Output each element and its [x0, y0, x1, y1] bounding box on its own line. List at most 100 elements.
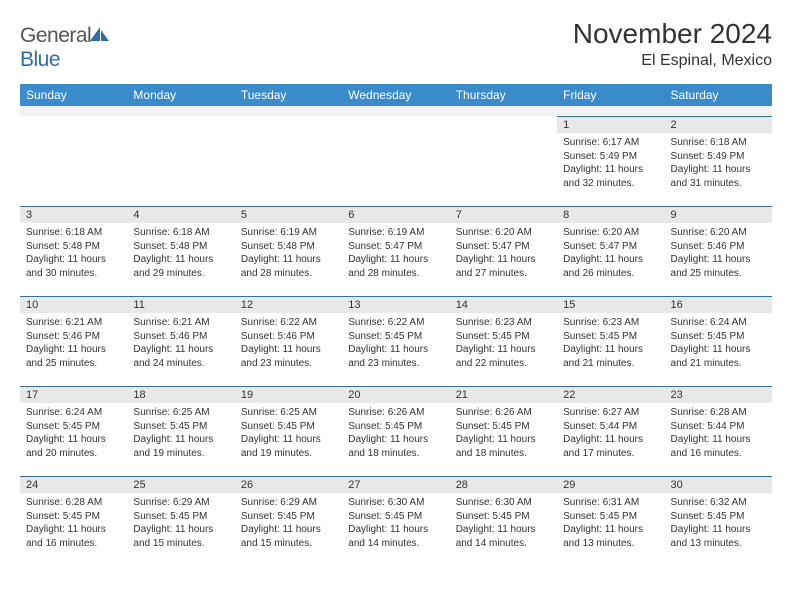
day-data: Sunrise: 6:18 AMSunset: 5:48 PMDaylight:…: [20, 223, 127, 284]
daylight-text: Daylight: 11 hours and 18 minutes.: [348, 433, 443, 460]
daylight-text: Daylight: 11 hours and 30 minutes.: [26, 253, 121, 280]
calendar-cell: 21Sunrise: 6:26 AMSunset: 5:45 PMDayligh…: [450, 386, 557, 476]
daylight-text: Daylight: 11 hours and 18 minutes.: [456, 433, 551, 460]
sunrise-text: Sunrise: 6:26 AM: [348, 406, 443, 420]
logo-word2: Blue: [20, 48, 60, 71]
day-number: 8: [557, 206, 664, 223]
daylight-text: Daylight: 11 hours and 23 minutes.: [241, 343, 336, 370]
day-data: Sunrise: 6:18 AMSunset: 5:49 PMDaylight:…: [665, 133, 772, 194]
sunrise-text: Sunrise: 6:32 AM: [671, 496, 766, 510]
daylight-text: Daylight: 11 hours and 13 minutes.: [563, 523, 658, 550]
calendar-cell: 18Sunrise: 6:25 AMSunset: 5:45 PMDayligh…: [127, 386, 234, 476]
sunrise-text: Sunrise: 6:31 AM: [563, 496, 658, 510]
calendar-week-row: 1Sunrise: 6:17 AMSunset: 5:49 PMDaylight…: [20, 116, 772, 206]
day-data: Sunrise: 6:28 AMSunset: 5:44 PMDaylight:…: [665, 403, 772, 464]
calendar-cell: 6Sunrise: 6:19 AMSunset: 5:47 PMDaylight…: [342, 206, 449, 296]
daylight-text: Daylight: 11 hours and 25 minutes.: [26, 343, 121, 370]
day-data: Sunrise: 6:20 AMSunset: 5:46 PMDaylight:…: [665, 223, 772, 284]
daylight-text: Daylight: 11 hours and 14 minutes.: [348, 523, 443, 550]
sunrise-text: Sunrise: 6:27 AM: [563, 406, 658, 420]
sunset-text: Sunset: 5:46 PM: [671, 240, 766, 254]
calendar-cell: 28Sunrise: 6:30 AMSunset: 5:45 PMDayligh…: [450, 476, 557, 566]
day-data: Sunrise: 6:22 AMSunset: 5:45 PMDaylight:…: [342, 313, 449, 374]
day-number: 3: [20, 206, 127, 223]
calendar-cell: 11Sunrise: 6:21 AMSunset: 5:46 PMDayligh…: [127, 296, 234, 386]
sunset-text: Sunset: 5:48 PM: [241, 240, 336, 254]
sunset-text: Sunset: 5:44 PM: [563, 420, 658, 434]
calendar-cell: [20, 116, 127, 206]
sunrise-text: Sunrise: 6:23 AM: [456, 316, 551, 330]
day-data: Sunrise: 6:20 AMSunset: 5:47 PMDaylight:…: [450, 223, 557, 284]
sunset-text: Sunset: 5:45 PM: [26, 420, 121, 434]
daylight-text: Daylight: 11 hours and 26 minutes.: [563, 253, 658, 280]
sunrise-text: Sunrise: 6:19 AM: [241, 226, 336, 240]
day-data: Sunrise: 6:25 AMSunset: 5:45 PMDaylight:…: [127, 403, 234, 464]
day-data: Sunrise: 6:30 AMSunset: 5:45 PMDaylight:…: [450, 493, 557, 554]
calendar-cell: 26Sunrise: 6:29 AMSunset: 5:45 PMDayligh…: [235, 476, 342, 566]
sunset-text: Sunset: 5:49 PM: [671, 150, 766, 164]
calendar-cell: [127, 116, 234, 206]
sunset-text: Sunset: 5:45 PM: [456, 510, 551, 524]
page-title: November 2024: [573, 18, 772, 50]
day-number: 6: [342, 206, 449, 223]
calendar-cell: 3Sunrise: 6:18 AMSunset: 5:48 PMDaylight…: [20, 206, 127, 296]
day-data: Sunrise: 6:23 AMSunset: 5:45 PMDaylight:…: [557, 313, 664, 374]
sunrise-text: Sunrise: 6:22 AM: [241, 316, 336, 330]
sunset-text: Sunset: 5:45 PM: [671, 330, 766, 344]
sunset-text: Sunset: 5:45 PM: [26, 510, 121, 524]
daylight-text: Daylight: 11 hours and 28 minutes.: [348, 253, 443, 280]
day-number: 20: [342, 386, 449, 403]
daylight-text: Daylight: 11 hours and 16 minutes.: [26, 523, 121, 550]
sunset-text: Sunset: 5:45 PM: [456, 420, 551, 434]
day-data: Sunrise: 6:19 AMSunset: 5:47 PMDaylight:…: [342, 223, 449, 284]
sunset-text: Sunset: 5:45 PM: [133, 510, 228, 524]
sunrise-text: Sunrise: 6:25 AM: [133, 406, 228, 420]
day-number: 21: [450, 386, 557, 403]
sunrise-text: Sunrise: 6:17 AM: [563, 136, 658, 150]
daylight-text: Daylight: 11 hours and 20 minutes.: [26, 433, 121, 460]
calendar-cell: 2Sunrise: 6:18 AMSunset: 5:49 PMDaylight…: [665, 116, 772, 206]
day-data: Sunrise: 6:22 AMSunset: 5:46 PMDaylight:…: [235, 313, 342, 374]
calendar-cell: 25Sunrise: 6:29 AMSunset: 5:45 PMDayligh…: [127, 476, 234, 566]
calendar-cell: 16Sunrise: 6:24 AMSunset: 5:45 PMDayligh…: [665, 296, 772, 386]
day-data: Sunrise: 6:26 AMSunset: 5:45 PMDaylight:…: [450, 403, 557, 464]
sunrise-text: Sunrise: 6:19 AM: [348, 226, 443, 240]
calendar-cell: [342, 116, 449, 206]
day-data: Sunrise: 6:20 AMSunset: 5:47 PMDaylight:…: [557, 223, 664, 284]
sunrise-text: Sunrise: 6:18 AM: [671, 136, 766, 150]
calendar-cell: 19Sunrise: 6:25 AMSunset: 5:45 PMDayligh…: [235, 386, 342, 476]
day-data: Sunrise: 6:29 AMSunset: 5:45 PMDaylight:…: [127, 493, 234, 554]
sunset-text: Sunset: 5:47 PM: [456, 240, 551, 254]
day-number: 27: [342, 476, 449, 493]
day-number: 19: [235, 386, 342, 403]
calendar-cell: 4Sunrise: 6:18 AMSunset: 5:48 PMDaylight…: [127, 206, 234, 296]
calendar-cell: 30Sunrise: 6:32 AMSunset: 5:45 PMDayligh…: [665, 476, 772, 566]
daylight-text: Daylight: 11 hours and 21 minutes.: [563, 343, 658, 370]
day-number: 12: [235, 296, 342, 313]
sunset-text: Sunset: 5:45 PM: [348, 420, 443, 434]
sunset-text: Sunset: 5:44 PM: [671, 420, 766, 434]
calendar-cell: 12Sunrise: 6:22 AMSunset: 5:46 PMDayligh…: [235, 296, 342, 386]
calendar-week-row: 17Sunrise: 6:24 AMSunset: 5:45 PMDayligh…: [20, 386, 772, 476]
day-data: Sunrise: 6:25 AMSunset: 5:45 PMDaylight:…: [235, 403, 342, 464]
sunrise-text: Sunrise: 6:25 AM: [241, 406, 336, 420]
day-number: 26: [235, 476, 342, 493]
sunset-text: Sunset: 5:46 PM: [133, 330, 228, 344]
daylight-text: Daylight: 11 hours and 27 minutes.: [456, 253, 551, 280]
calendar-cell: 8Sunrise: 6:20 AMSunset: 5:47 PMDaylight…: [557, 206, 664, 296]
daylight-text: Daylight: 11 hours and 24 minutes.: [133, 343, 228, 370]
title-block: November 2024 El Espinal, Mexico: [573, 18, 772, 70]
calendar-cell: 17Sunrise: 6:24 AMSunset: 5:45 PMDayligh…: [20, 386, 127, 476]
sunset-text: Sunset: 5:45 PM: [133, 420, 228, 434]
daylight-text: Daylight: 11 hours and 15 minutes.: [133, 523, 228, 550]
dow-sunday: Sunday: [20, 84, 127, 106]
sunrise-text: Sunrise: 6:20 AM: [563, 226, 658, 240]
day-number: 2: [665, 116, 772, 133]
daylight-text: Daylight: 11 hours and 25 minutes.: [671, 253, 766, 280]
dow-friday: Friday: [557, 84, 664, 106]
logo-sail-icon: [89, 24, 111, 48]
calendar-cell: 9Sunrise: 6:20 AMSunset: 5:46 PMDaylight…: [665, 206, 772, 296]
day-data: Sunrise: 6:29 AMSunset: 5:45 PMDaylight:…: [235, 493, 342, 554]
day-data: Sunrise: 6:19 AMSunset: 5:48 PMDaylight:…: [235, 223, 342, 284]
sunrise-text: Sunrise: 6:18 AM: [133, 226, 228, 240]
